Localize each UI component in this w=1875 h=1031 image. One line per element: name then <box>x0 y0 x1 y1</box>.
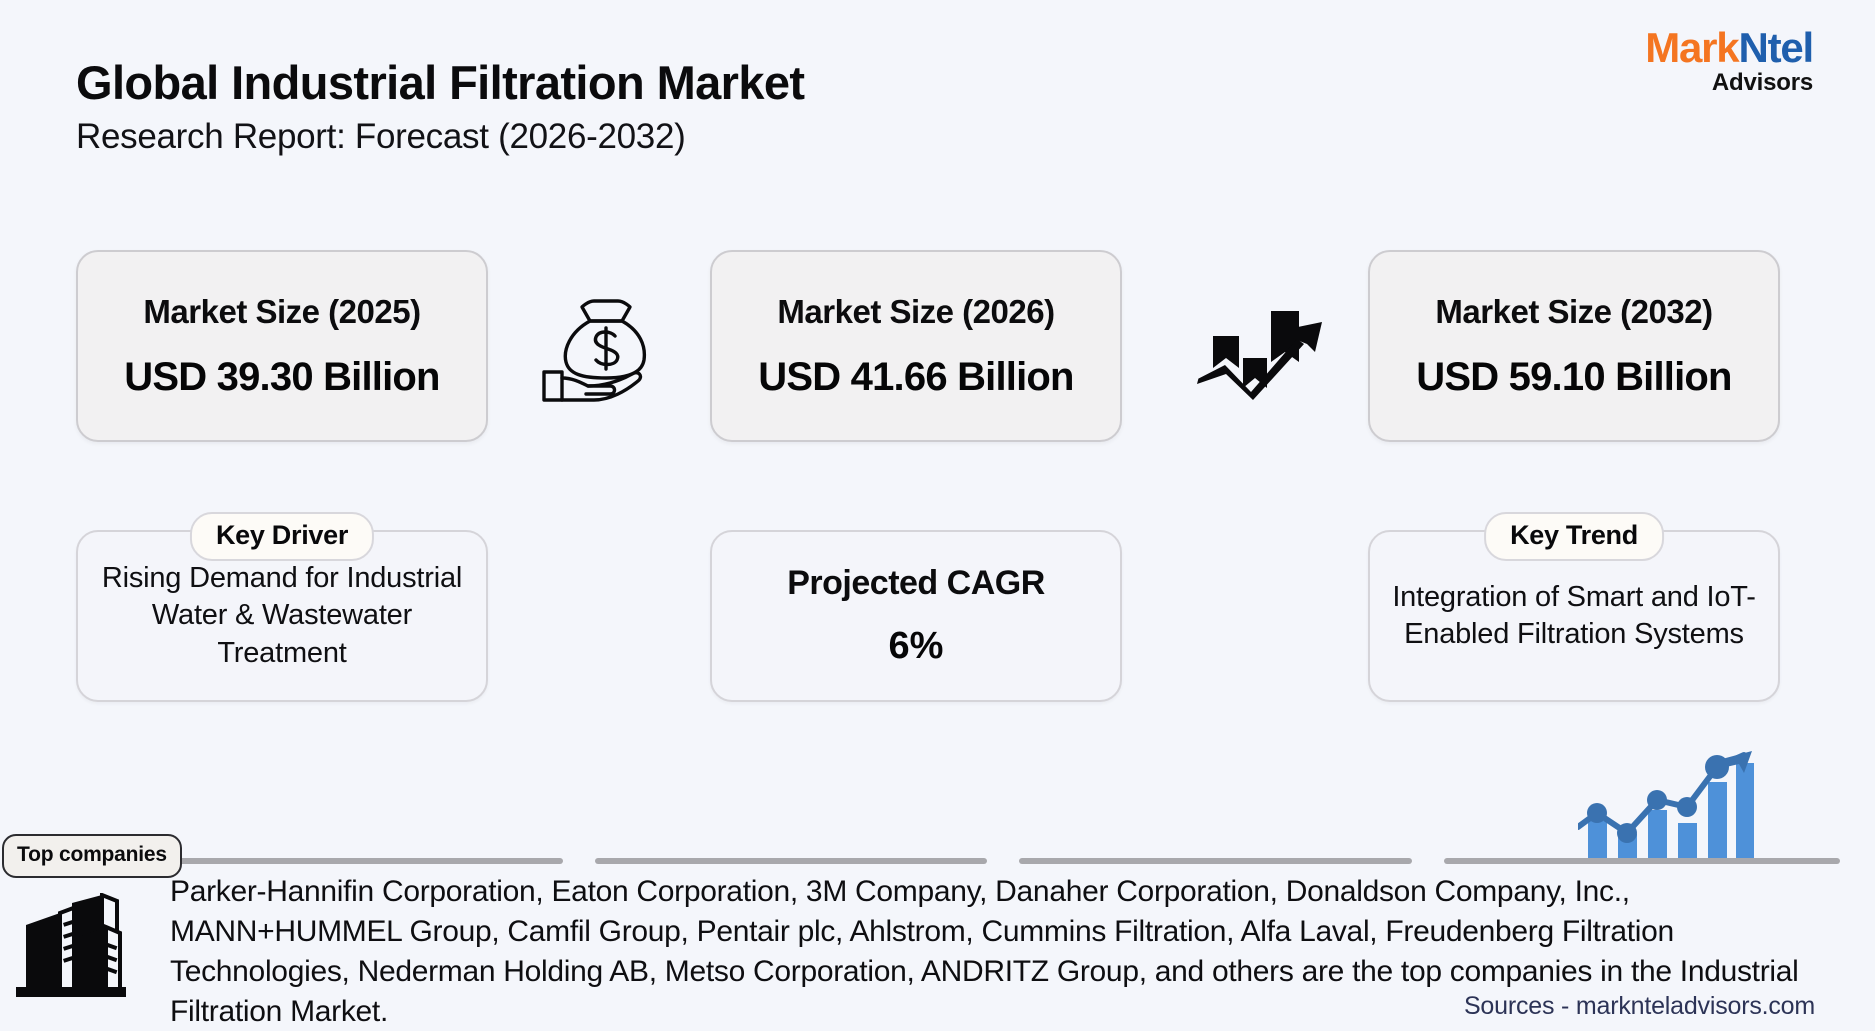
market-size-label: Market Size (2026) <box>777 292 1055 330</box>
blue-bar-line-chart-icon <box>1575 745 1754 868</box>
logo-wordmark: MarkNtel <box>1645 27 1814 69</box>
sources-label: Sources - marknteladvisors.com <box>1463 992 1815 1020</box>
insights-row: Key Driver Rising Demand for Industrial … <box>0 512 1875 710</box>
page-subtitle: Research Report: Forecast (2026-2032) <box>76 116 686 156</box>
key-driver-tag: Key Driver <box>189 512 375 561</box>
growth-chart-icon <box>1160 250 1360 442</box>
market-size-row: Market Size (2025) USD 39.30 Billion Mar… <box>0 250 1875 442</box>
market-size-card-2026: Market Size (2026) USD 41.66 Billion <box>710 250 1122 442</box>
top-companies-text: Parker-Hannifin Corporation, Eaton Corpo… <box>170 875 1799 1028</box>
logo-ntel-text: Ntel <box>1738 24 1814 71</box>
logo-tagline: Advisors <box>1711 68 1813 96</box>
divider <box>96 858 1840 864</box>
market-size-value: USD 59.10 Billion <box>1416 354 1732 399</box>
key-trend-tag: Key Trend <box>1484 512 1664 561</box>
cagr-content: Projected CAGR 6% <box>787 564 1045 668</box>
divider-segment <box>1019 858 1412 864</box>
brand-logo: MarkNtel Advisors <box>1645 27 1814 97</box>
divider-segment <box>1443 858 1840 864</box>
money-bag-icon <box>500 250 700 442</box>
market-size-value: USD 39.30 Billion <box>124 354 440 399</box>
cagr-label: Projected CAGR <box>787 564 1045 602</box>
market-size-card-2025: Market Size (2025) USD 39.30 Billion <box>76 250 488 442</box>
key-driver-text: Rising Demand for Industrial Water & Was… <box>101 562 463 669</box>
cagr-card: Projected CAGR 6% <box>710 530 1122 702</box>
divider-segment <box>594 858 988 864</box>
top-companies-badge: Top companies <box>2 834 182 878</box>
market-size-label: Market Size (2032) <box>1435 292 1713 330</box>
page-title: Global Industrial Filtration Market <box>76 56 805 109</box>
key-trend-text: Integration of Smart and IoT-Enabled Fil… <box>1392 580 1756 650</box>
market-size-label: Market Size (2025) <box>143 292 421 330</box>
header: Global Industrial Filtration Market Rese… <box>76 56 805 157</box>
divider-segment <box>96 858 563 864</box>
key-driver-card: Key Driver Rising Demand for Industrial … <box>76 512 488 702</box>
cagr-value: 6% <box>888 625 944 667</box>
logo-mark-text: Mark <box>1645 24 1739 71</box>
market-size-value: USD 41.66 Billion <box>758 354 1074 399</box>
market-size-card-2032: Market Size (2032) USD 59.10 Billion <box>1368 250 1780 442</box>
key-trend-card: Key Trend Integration of Smart and IoT-E… <box>1368 512 1780 702</box>
buildings-icon <box>16 892 126 1002</box>
